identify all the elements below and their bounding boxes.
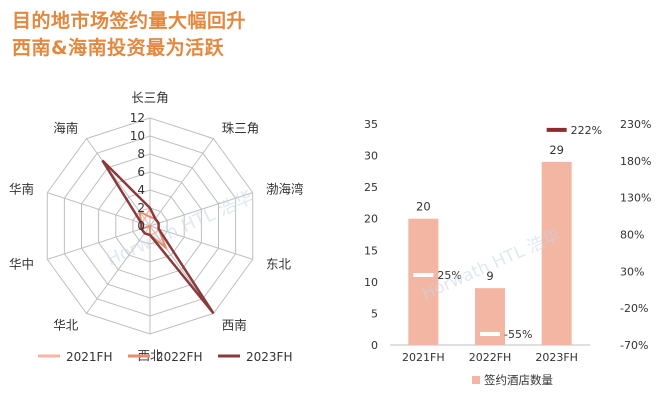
radar-axis-label: 华南 [9, 181, 34, 196]
radar-axis-label: 西南 [222, 318, 247, 333]
radar-axis-label: 渤海湾 [266, 181, 304, 196]
growth-label: 25% [437, 269, 461, 282]
radar-spoke [47, 192, 151, 227]
radar-spoke [149, 225, 253, 260]
bar-data-label: 9 [486, 269, 493, 283]
radar-tick-label: 8 [137, 147, 145, 161]
x-tick-label: 2023FH [535, 351, 578, 364]
legend-label: 2023FH [246, 350, 292, 364]
growth-label: -55% [504, 328, 532, 341]
y-tick-label: 30 [364, 150, 378, 163]
radar-axis-label: 海南 [53, 120, 78, 135]
bar-data-label: 20 [416, 200, 431, 214]
legend-label: 签约酒店数量 [484, 373, 553, 387]
y-tick-label: 10 [364, 276, 378, 289]
legend-label: 2022FH [156, 350, 202, 364]
radar-tick-label: 0 [137, 219, 145, 233]
legend-swatch [472, 376, 480, 384]
bar [541, 161, 572, 345]
y-tick-label: 20 [364, 213, 378, 226]
y2-tick-label: 30% [620, 265, 644, 278]
radar-spoke [47, 225, 151, 260]
radar-tick-label: 2 [137, 201, 145, 215]
y2-tick-label: -70% [620, 339, 648, 352]
y2-tick-label: 180% [620, 155, 651, 168]
bar [408, 218, 439, 345]
x-tick-label: 2022FH [469, 351, 512, 364]
radar-axis-label: 东北 [266, 257, 292, 272]
bar [475, 288, 505, 345]
radar-chart: Horwath HTL 浩华024681012长三角珠三角渤海湾东北西南西北华北… [9, 90, 304, 364]
radar-axis-label: 华中 [9, 257, 34, 272]
y2-tick-label: 80% [620, 229, 644, 242]
radar-tick-label: 12 [130, 111, 145, 125]
radar-spoke [149, 192, 253, 227]
y-tick-label: 15 [364, 244, 378, 257]
bar-data-label: 29 [549, 143, 564, 157]
radar-axis-label: 西北 [137, 348, 163, 363]
bar-chart: 0 5 10 15 20 25 30 35 -70% -20% 30% 80% 130% 180% 230%… [364, 118, 651, 387]
radar-axis-label: 珠三角 [222, 120, 260, 135]
radar-axis-label: 长三角 [131, 90, 169, 105]
y2-tick-label: -20% [620, 302, 648, 315]
y-tick-label: 35 [364, 118, 378, 131]
radar-axis-label: 华北 [53, 318, 79, 333]
title-line-1: 目的地市场签约量大幅回升 [12, 10, 247, 32]
radar-spoke [149, 138, 214, 227]
radar-spoke [86, 225, 151, 314]
radar-tick-label: 4 [137, 183, 145, 197]
y-tick-label: 0 [371, 339, 378, 352]
y2-tick-label: 230% [620, 118, 651, 131]
title-line-2: 西南&海南投资最为活跃 [12, 37, 225, 59]
y-tick-label: 25 [364, 181, 378, 194]
legend-label: 2021FH [66, 350, 112, 364]
x-tick-label: 2021FH [402, 351, 445, 364]
radar-tick-label: 6 [137, 165, 145, 179]
radar-series-2023FH [101, 159, 215, 315]
y2-tick-label: 130% [620, 192, 651, 205]
growth-label: 222% [571, 124, 602, 137]
radar-tick-label: 10 [130, 129, 145, 143]
y-tick-label: 5 [371, 307, 378, 320]
